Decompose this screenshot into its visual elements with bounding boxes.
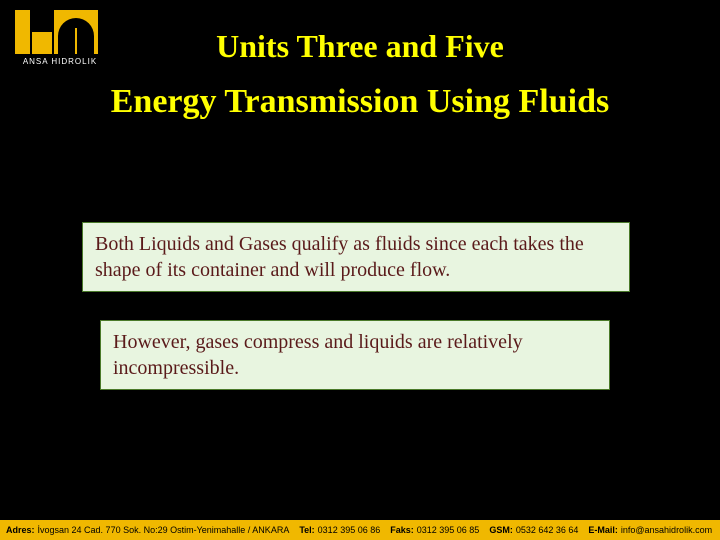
footer-email-label: E-Mail: (588, 525, 618, 535)
slide-title-2: Energy Transmission Using Fluids (0, 82, 720, 123)
slide-title-1: Units Three and Five (0, 28, 720, 65)
footer-faks-label: Faks: (390, 525, 414, 535)
footer-email-value: info@ansahidrolik.com (621, 525, 712, 535)
footer-tel-label: Tel: (299, 525, 314, 535)
footer-bar: Adres: İvogsan 24 Cad. 770 Sok. No:29 Os… (0, 520, 720, 540)
footer-faks-value: 0312 395 06 85 (417, 525, 480, 535)
card-2-text: However, gases compress and liquids are … (113, 331, 523, 379)
content-card-2: However, gases compress and liquids are … (100, 320, 610, 390)
footer-gsm-value: 0532 642 36 64 (516, 525, 579, 535)
footer-tel-value: 0312 395 06 86 (318, 525, 381, 535)
footer-adres-label: Adres: (6, 525, 35, 535)
footer-adres-value: İvogsan 24 Cad. 770 Sok. No:29 Ostim-Yen… (38, 525, 290, 535)
footer-gsm-label: GSM: (489, 525, 513, 535)
content-card-1: Both Liquids and Gases qualify as fluids… (82, 222, 630, 292)
card-1-text: Both Liquids and Gases qualify as fluids… (95, 233, 584, 281)
